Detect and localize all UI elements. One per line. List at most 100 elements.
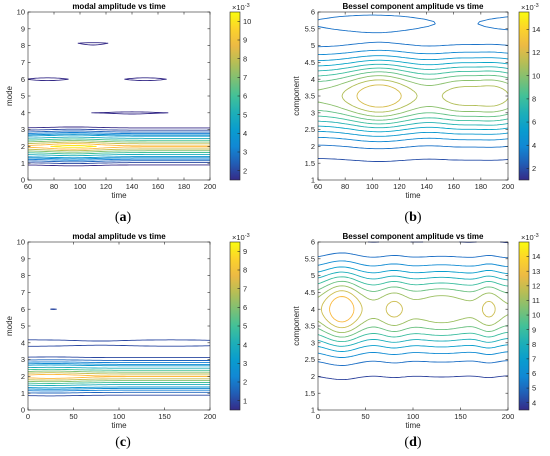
y-tick-label: 5 bbox=[311, 41, 315, 50]
colorbar-tick-label: 2 bbox=[243, 166, 247, 175]
colorbar-tick-label: 10 bbox=[532, 311, 540, 320]
y-tick-label: 9 bbox=[21, 24, 25, 33]
y-tick-label: 7 bbox=[21, 58, 25, 67]
x-tick-label: 100 bbox=[407, 412, 420, 421]
x-tick-label: 150 bbox=[158, 412, 171, 421]
colorbar-tick-label: 6 bbox=[532, 369, 536, 378]
y-tick-label: 6 bbox=[21, 75, 25, 84]
x-tick-label: 100 bbox=[74, 182, 87, 191]
x-tick-label: 0 bbox=[316, 412, 320, 421]
y-tick-label: 6 bbox=[311, 238, 315, 247]
contour-line bbox=[356, 84, 402, 108]
colorbar-tick-label: 2 bbox=[532, 164, 536, 173]
contour-line bbox=[27, 138, 210, 155]
colorbar-tick-label: 9 bbox=[532, 325, 536, 334]
colorbar-tick-label: 6 bbox=[243, 92, 247, 101]
y-tick-label: 10 bbox=[17, 238, 25, 247]
x-tick-label: 100 bbox=[366, 182, 379, 191]
colorbar-scale bbox=[518, 241, 530, 411]
y-tick-label: 5.5 bbox=[305, 24, 315, 33]
x-tick-label: 50 bbox=[361, 412, 369, 421]
contour-line bbox=[317, 158, 509, 162]
colorbar: 2 3 4 5 6 7 8 9 10 ×10-3 bbox=[229, 3, 251, 181]
colorbar-tick-label: 1 bbox=[243, 396, 247, 405]
y-tick-label: 2 bbox=[311, 372, 315, 381]
y-tick-label: 2 bbox=[21, 372, 25, 381]
colorbar-tick-label: 3 bbox=[243, 148, 247, 157]
x-tick-label: 200 bbox=[204, 412, 217, 421]
colorbar-tick-label: 4 bbox=[243, 340, 247, 349]
x-tick-label: 150 bbox=[454, 412, 467, 421]
contour-line bbox=[317, 285, 509, 334]
contour-line bbox=[317, 266, 509, 352]
x-tick-label: 200 bbox=[204, 182, 217, 191]
x-tick-label: 180 bbox=[178, 182, 191, 191]
contour-line bbox=[317, 75, 509, 117]
contour-line bbox=[317, 67, 509, 125]
colorbar-tick-label: 14 bbox=[532, 25, 540, 34]
y-tick-label: 1 bbox=[311, 406, 315, 415]
y-tick-label: 3 bbox=[21, 355, 25, 364]
contour-line bbox=[317, 252, 509, 366]
y-tick-label: 8 bbox=[21, 271, 25, 280]
colorbar-tick-label: 7 bbox=[243, 284, 247, 293]
colorbar-exponent: ×10-3 bbox=[232, 3, 250, 12]
y-tick-label: 1.5 bbox=[305, 159, 315, 168]
caption-d: (d) bbox=[404, 435, 422, 450]
colorbar-tick-label: 10 bbox=[243, 17, 251, 26]
y-tick-label: 1.5 bbox=[305, 389, 315, 398]
contour-line bbox=[50, 145, 97, 148]
contour-line bbox=[27, 42, 210, 167]
y-tick-label: 2.5 bbox=[305, 355, 315, 364]
y-tick-label: 1 bbox=[311, 176, 315, 185]
y-tick-label: 4.5 bbox=[305, 288, 315, 297]
colorbar-tick-label: 2 bbox=[243, 378, 247, 387]
contour-line bbox=[317, 276, 509, 343]
contour-line bbox=[28, 141, 210, 152]
colorbar-tick-label: 13 bbox=[532, 267, 540, 276]
contour-line bbox=[341, 79, 509, 113]
x-tick-label: 160 bbox=[447, 182, 460, 191]
colorbar-tick-label: 7 bbox=[532, 354, 536, 363]
contour-line bbox=[27, 143, 210, 150]
colorbar-scale bbox=[518, 11, 530, 181]
colorbar-tick-label: 8 bbox=[532, 340, 536, 349]
x-tick-label: 50 bbox=[69, 412, 77, 421]
colorbar-tick-label: 4 bbox=[532, 398, 536, 407]
x-tick-label: 120 bbox=[100, 182, 113, 191]
y-tick-label: 5 bbox=[311, 271, 315, 280]
colorbar-tick-label: 11 bbox=[532, 296, 540, 305]
x-tick-label: 60 bbox=[314, 182, 322, 191]
panel-2: 60 80 100 120 140 160 180 200 1 1.5 2 2.5 3 3.5 4 4.5 5 5… bbox=[292, 2, 540, 200]
x-tick-label: 80 bbox=[341, 182, 349, 191]
colorbar: 2 4 6 8 10 12 14 ×10-3 bbox=[518, 3, 540, 181]
colorbar-tick-label: 4 bbox=[243, 129, 247, 138]
contour-line bbox=[317, 71, 509, 121]
colorbar-tick-label: 14 bbox=[532, 252, 540, 261]
contour-line bbox=[27, 372, 210, 381]
colorbar-tick-label: 9 bbox=[243, 36, 247, 45]
x-axis-label: time bbox=[111, 191, 127, 200]
x-tick-label: 80 bbox=[50, 182, 58, 191]
contour-line bbox=[318, 55, 509, 137]
colorbar-tick-label: 5 bbox=[243, 322, 247, 331]
contour-line bbox=[329, 296, 355, 323]
y-tick-label: 0 bbox=[21, 406, 25, 415]
y-tick-label: 5 bbox=[21, 322, 25, 331]
y-tick-label: 1 bbox=[21, 159, 25, 168]
contour-line bbox=[317, 63, 509, 129]
y-tick-label: 8 bbox=[21, 41, 25, 50]
colorbar-tick-label: 4 bbox=[532, 141, 536, 150]
panel-4: 0 50 100 150 200 1 1.5 2 2.5 3 3.5 4 4.5 5 5.5 6 Bessel … bbox=[292, 232, 540, 430]
y-tick-label: 2.5 bbox=[305, 125, 315, 134]
chart-title: modal amplitude vs time bbox=[72, 232, 166, 241]
y-tick-label: 3 bbox=[311, 338, 315, 347]
contour-line bbox=[28, 133, 210, 160]
colorbar-tick-label: 3 bbox=[243, 359, 247, 368]
colorbar-tick-label: 10 bbox=[532, 71, 540, 80]
x-tick-label: 140 bbox=[420, 182, 433, 191]
chart-title: modal amplitude vs time bbox=[72, 2, 166, 11]
contour-line bbox=[27, 373, 210, 379]
contour-line bbox=[28, 370, 210, 383]
y-tick-label: 1 bbox=[21, 389, 25, 398]
